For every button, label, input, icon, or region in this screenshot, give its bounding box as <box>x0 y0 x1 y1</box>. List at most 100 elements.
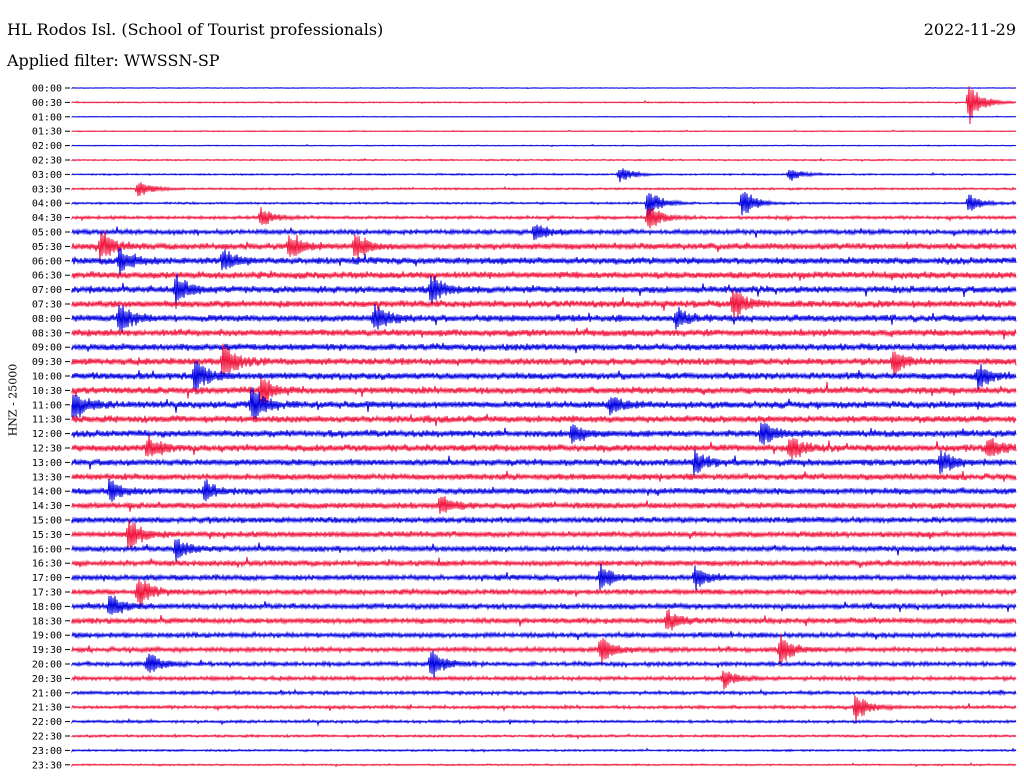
row-time-label: 05:00 <box>32 228 62 239</box>
row-time-label: 21:30 <box>32 703 62 714</box>
trace-row-0300 <box>71 168 1017 183</box>
row-time-label: 14:30 <box>32 501 62 512</box>
trace-row-0400 <box>71 191 1017 218</box>
row-time-label: 03:30 <box>32 184 62 195</box>
trace-row-0200 <box>71 143 1017 148</box>
trace-row-0700 <box>71 273 1017 309</box>
trace-row-0430 <box>71 207 1017 229</box>
trace-row-0600 <box>71 248 1017 277</box>
trace-row-0800 <box>71 304 1017 333</box>
trace-row-0130 <box>71 129 1017 133</box>
station-title: HL Rodos Isl. (School of Tourist profess… <box>7 20 384 39</box>
row-time-label: 01:30 <box>32 127 62 138</box>
trace-row-1630 <box>71 556 1017 569</box>
trace-row-1600 <box>71 538 1017 562</box>
row-time-label: 03:00 <box>32 170 62 181</box>
row-time-label: 10:00 <box>32 372 62 383</box>
trace-row-1300 <box>71 449 1017 476</box>
trace-row-0730 <box>71 289 1017 318</box>
row-time-label: 07:30 <box>32 300 62 311</box>
row-time-label: 00:30 <box>32 98 62 109</box>
row-time-label: 16:30 <box>32 559 62 570</box>
trace-row-2000 <box>71 650 1017 678</box>
trace-row-1930 <box>71 633 1017 667</box>
row-time-label: 10:30 <box>32 386 62 397</box>
trace-row-1130 <box>71 413 1017 427</box>
row-time-label: 23:00 <box>32 746 62 757</box>
trace-row-2230 <box>71 732 1017 740</box>
row-time-label: 17:00 <box>32 573 62 584</box>
trace-row-1830 <box>71 609 1017 631</box>
row-time-label: 04:30 <box>32 213 62 224</box>
row-time-label: 17:30 <box>32 588 62 599</box>
row-time-label: 07:00 <box>32 285 62 296</box>
row-time-label: 19:30 <box>32 645 62 656</box>
row-time-label: 11:30 <box>32 415 62 426</box>
trace-row-1230 <box>71 435 1017 460</box>
trace-row-1200 <box>71 422 1017 445</box>
row-time-label: 11:00 <box>32 400 62 411</box>
trace-row-1100 <box>71 387 1017 420</box>
row-time-label: 08:00 <box>32 314 62 325</box>
row-time-label: 09:30 <box>32 357 62 368</box>
trace-row-0030 <box>71 86 1017 125</box>
trace-row-2330 <box>71 762 1017 768</box>
trace-row-0900 <box>71 342 1017 354</box>
row-time-label: 12:00 <box>32 429 62 440</box>
trace-row-1000 <box>71 360 1017 395</box>
trace-row-0230 <box>71 157 1017 163</box>
trace-row-0530 <box>71 229 1017 262</box>
trace-row-1700 <box>71 563 1017 591</box>
trace-row-1030 <box>71 377 1017 404</box>
row-time-label: 20:30 <box>32 674 62 685</box>
row-time-label: 01:00 <box>32 112 62 123</box>
recording-date: 2022-11-29 <box>923 20 1016 39</box>
row-time-label: 22:30 <box>32 732 62 743</box>
trace-row-1900 <box>71 630 1017 641</box>
row-time-label: 20:00 <box>32 660 62 671</box>
row-time-label: 15:00 <box>32 516 62 527</box>
row-time-label: 02:00 <box>32 141 62 152</box>
trace-row-0630 <box>71 270 1017 282</box>
trace-row-2300 <box>71 747 1017 754</box>
row-time-label: 13:30 <box>32 472 62 483</box>
row-time-label: 16:00 <box>32 544 62 555</box>
row-time-label: 18:00 <box>32 602 62 613</box>
row-time-label: 04:00 <box>32 199 62 210</box>
trace-row-1330 <box>71 470 1017 482</box>
filter-label: Applied filter: WWSSN-SP <box>7 51 220 70</box>
trace-row-0330 <box>71 182 1017 197</box>
trace-row-0930 <box>71 343 1017 376</box>
row-time-label: 02:30 <box>32 156 62 167</box>
trace-row-1730 <box>71 579 1017 607</box>
trace-row-0500 <box>71 224 1017 241</box>
trace-row-1530 <box>71 519 1017 549</box>
row-time-label: 14:00 <box>32 487 62 498</box>
row-time-label: 06:00 <box>32 256 62 267</box>
trace-group <box>71 86 1017 768</box>
trace-row-0000 <box>71 86 1017 90</box>
trace-row-0830 <box>71 327 1017 340</box>
row-time-label: 22:00 <box>32 717 62 728</box>
trace-row-1800 <box>71 595 1017 615</box>
row-time-label: 13:00 <box>32 458 62 469</box>
trace-row-0100 <box>71 115 1017 118</box>
trace-row-2030 <box>71 670 1017 690</box>
row-time-label: 19:00 <box>32 631 62 642</box>
row-time-label: 08:30 <box>32 328 62 339</box>
row-time-label: 12:30 <box>32 444 62 455</box>
row-time-label: 18:30 <box>32 616 62 627</box>
trace-row-2200 <box>71 717 1017 727</box>
trace-row-1500 <box>71 515 1017 525</box>
row-time-label: 15:30 <box>32 530 62 541</box>
trace-row-1400 <box>71 478 1017 503</box>
trace-row-2130 <box>71 695 1017 723</box>
row-time-label: 21:00 <box>32 688 62 699</box>
row-label-group: 00:00 00:30 01:00 01:30 02:00 02:30 03:00 03:30… <box>32 84 70 771</box>
trace-row-2100 <box>71 688 1017 697</box>
row-time-label: 09:00 <box>32 343 62 354</box>
row-time-label: 23:30 <box>32 760 62 771</box>
trace-row-1430 <box>71 496 1017 515</box>
row-time-label: 06:30 <box>32 271 62 282</box>
